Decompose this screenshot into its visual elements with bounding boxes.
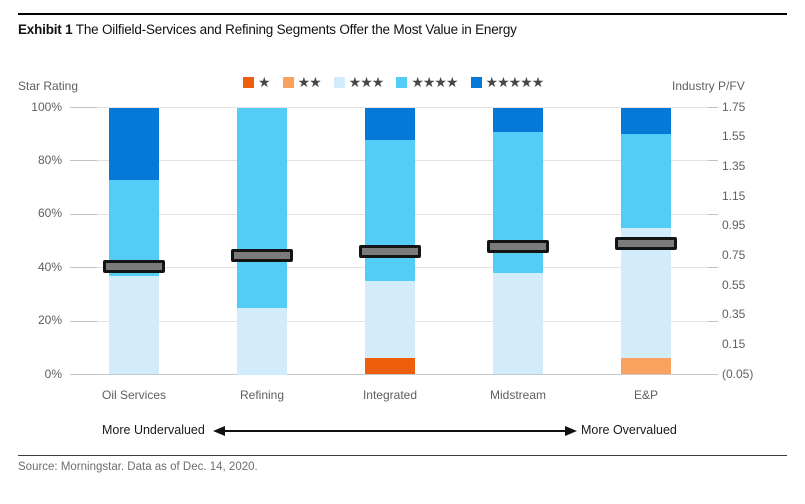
more-overvalued-label: More Overvalued [581,423,677,437]
star-icon: ★★ [297,74,322,90]
bar-segment-3-star [237,307,287,375]
bar-segment-5-star [621,107,671,135]
industry-pfv-marker [359,244,421,258]
right-axis-tick-label: 0.75 [722,247,746,262]
bar-segment-4-star [109,179,159,276]
legend-color-swatch [333,77,345,88]
exhibit-title: Exhibit 1 The Oilfield-Services and Refi… [18,22,778,37]
star-icon: ★★★ [348,74,385,90]
y-axis-tick-label: 60% [37,206,62,221]
star-icon: ★★★★★ [485,74,545,90]
x-axis-category-label: Refining [239,388,285,402]
x-axis-category-label: Oil Services [101,388,166,402]
legend-item-2-star: ★★ [282,74,322,90]
legend-color-swatch [243,77,254,88]
right-axis-tick [708,320,718,322]
y-axis-tick [70,160,97,162]
right-axis-title: Industry P/FV [672,79,745,93]
bar-segment-5-star [493,107,543,132]
right-axis-tick-label: (0.05) [722,366,754,381]
y-axis-tick [70,107,97,108]
exhibit-label: Exhibit 1 [18,22,73,37]
bar-segment-2-star [621,358,671,375]
legend-item-3-star: ★★★ [333,74,385,90]
source-note: Source: Morningstar. Data as of Dec. 14,… [18,461,258,473]
bottom-rule [18,455,787,456]
right-axis-tick-label: 1.15 [722,188,746,203]
bar-segment-3-star [365,281,415,359]
bar-segment-4-star [237,107,287,308]
industry-pfv-marker [487,240,549,254]
y-axis-tick-label: 100% [31,99,62,114]
legend-item-4-star: ★★★★ [396,74,459,90]
right-axis-tick-label: 1.75 [722,99,746,114]
y-axis-tick-label: 20% [37,313,62,328]
y-axis-tick [70,320,97,322]
y-axis-tick-label: 0% [44,366,62,381]
exhibit-title-text: The Oilfield-Services and Refining Segme… [75,22,517,37]
y-axis-tick [70,213,97,215]
y-axis-tick-label: 40% [37,259,62,274]
right-axis-tick-label: 0.95 [722,218,746,233]
industry-pfv-marker [615,237,677,251]
bar-segment-5-star [365,107,415,140]
x-axis-category-label: Integrated [362,388,418,402]
arrow-left-icon [213,426,225,436]
star-rating-legend: ★ ★★ ★★★ ★★★★ ★★★★★ [243,74,545,90]
bar-segment-3-star [493,273,543,375]
valuation-arrow-line [224,430,566,432]
right-axis-tick [708,374,718,375]
left-axis-title: Star Rating [18,79,79,93]
right-axis-tick-label: 0.55 [722,277,746,292]
legend-color-swatch [396,77,408,88]
legend-color-swatch [282,77,294,88]
bar-segment-1-star [365,358,415,375]
bar-segment-4-star [365,139,415,282]
legend-item-5-star: ★★★★★ [470,74,545,90]
legend-item-1-star: ★ [243,74,271,90]
star-icon: ★★★★ [411,74,458,90]
right-axis-tick-label: 0.15 [722,336,746,351]
y-axis-tick-label: 80% [37,152,62,167]
right-axis-tick-label: 0.35 [722,307,746,322]
right-axis-tick-label: 1.35 [722,158,746,173]
right-axis-tick [708,107,718,108]
industry-pfv-marker [231,249,293,263]
gridline [70,374,708,375]
legend-color-swatch [470,77,482,88]
y-axis-tick [70,374,97,375]
industry-pfv-marker [103,259,165,273]
y-axis-tick [70,267,97,269]
bar-segment-3-star [109,275,159,375]
bar-segment-4-star [621,134,671,228]
x-axis-category-label: E&P [633,388,658,402]
right-axis-tick [708,160,718,162]
x-axis-category-label: Midstream [489,388,546,402]
star-icon: ★ [258,74,271,90]
bar-segment-5-star [109,107,159,180]
top-rule [18,13,787,15]
right-axis-tick [708,267,718,269]
right-axis-tick [708,213,718,215]
right-axis-tick-label: 1.55 [722,129,746,144]
more-undervalued-label: More Undervalued [102,423,205,437]
arrow-right-icon [565,426,577,436]
